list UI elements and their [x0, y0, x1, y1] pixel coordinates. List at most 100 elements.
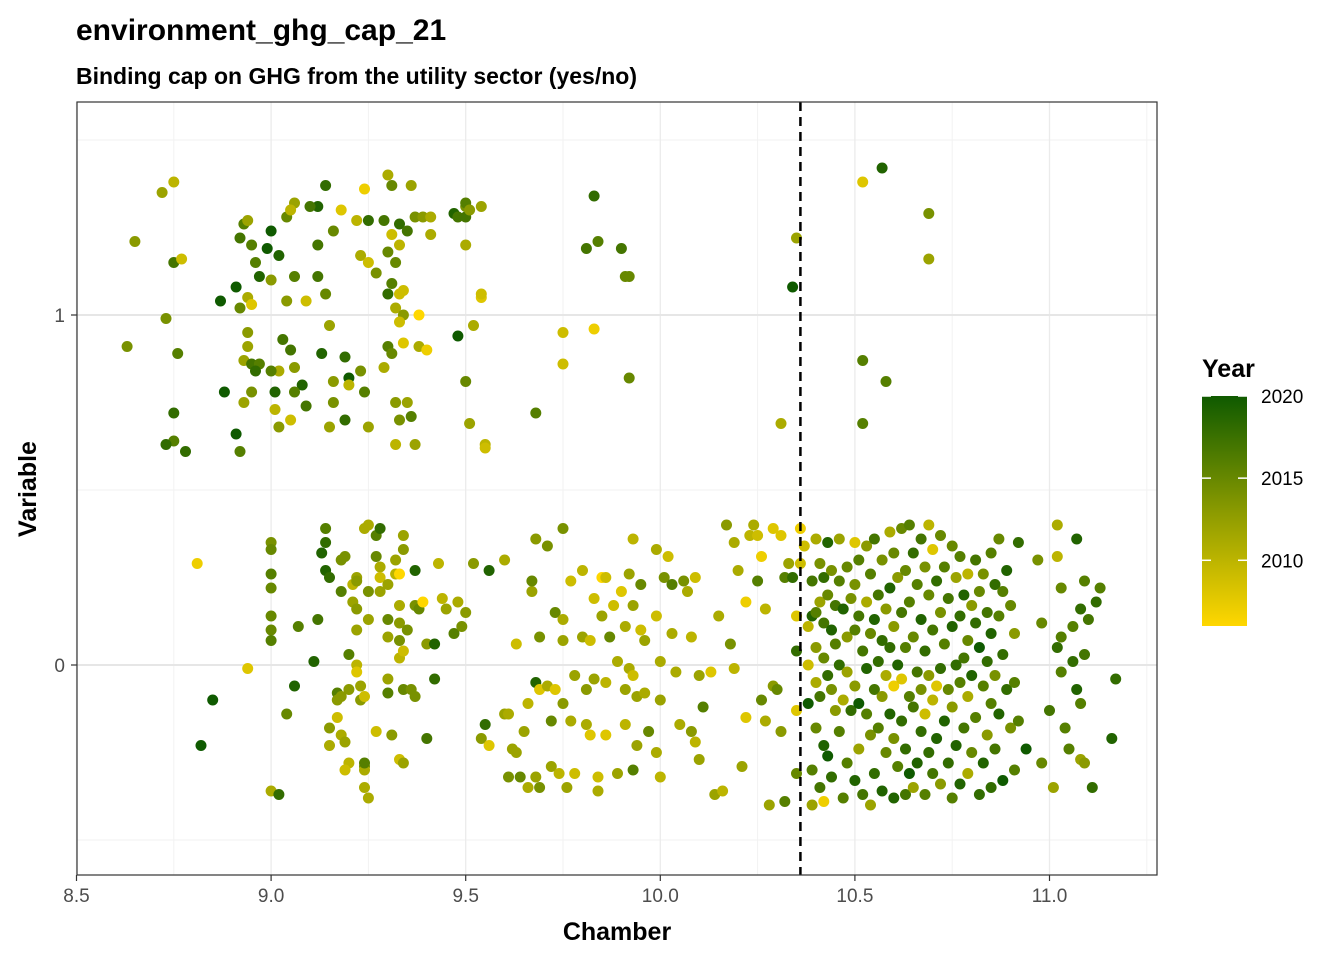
data-point [1055, 582, 1067, 594]
data-point [129, 236, 141, 247]
data-point [962, 635, 974, 646]
color-legend: Year 2010 2015 2020 [1202, 355, 1303, 626]
data-point [386, 729, 398, 741]
data-point [779, 572, 791, 583]
data-point [277, 334, 289, 345]
data-point [950, 572, 962, 583]
data-point [382, 288, 394, 300]
data-point [390, 257, 402, 268]
data-point [997, 775, 1009, 786]
data-point [464, 204, 476, 216]
data-point [938, 715, 950, 727]
x-tick-label: 8.5 [63, 886, 89, 907]
data-point [382, 631, 394, 643]
data-point [401, 624, 413, 636]
data-point [600, 729, 612, 741]
data-point [942, 757, 954, 769]
data-point [503, 771, 514, 783]
data-point [713, 610, 725, 622]
data-point [946, 792, 958, 804]
data-point [289, 271, 300, 282]
data-point [935, 607, 946, 618]
data-point [281, 708, 293, 720]
data-point [884, 708, 896, 720]
data-point [390, 302, 402, 314]
data-point [876, 635, 888, 646]
x-tick-label: 11.0 [1032, 886, 1068, 907]
data-point [837, 792, 849, 804]
data-point [1005, 722, 1017, 734]
data-point [265, 610, 277, 622]
data-point [234, 232, 246, 244]
data-point [973, 642, 985, 653]
data-point [946, 701, 958, 713]
data-point [822, 589, 834, 601]
data-point [460, 607, 472, 618]
data-point [191, 558, 203, 569]
data-point [394, 600, 405, 611]
data-point [526, 575, 538, 587]
data-point [1012, 537, 1024, 548]
data-point [355, 365, 367, 377]
data-point [468, 558, 479, 569]
data-point [787, 281, 799, 293]
data-point [927, 624, 939, 636]
data-point [985, 698, 997, 709]
data-point [273, 365, 285, 377]
data-point [530, 771, 542, 783]
data-point [853, 743, 865, 755]
data-point [343, 649, 355, 660]
data-point [320, 523, 332, 534]
data-point [565, 715, 577, 727]
data-point [900, 743, 911, 755]
data-point [324, 722, 335, 734]
data-point [942, 684, 954, 695]
data-point [394, 617, 405, 629]
data-point [234, 446, 246, 457]
data-point [503, 708, 514, 720]
data-point [285, 204, 297, 216]
data-point [985, 628, 997, 639]
data-point [658, 572, 670, 583]
data-point [394, 316, 405, 328]
data-point [362, 215, 374, 226]
data-point [903, 768, 915, 779]
data-point [1051, 551, 1063, 562]
data-point [639, 687, 651, 699]
data-point [888, 621, 900, 632]
data-point [970, 712, 982, 723]
data-point [674, 719, 686, 730]
data-point [954, 610, 966, 622]
data-point [289, 386, 300, 398]
data-point [339, 351, 351, 363]
data-point [394, 239, 405, 251]
data-point [327, 376, 339, 387]
data-point [359, 691, 370, 702]
data-point [833, 726, 845, 737]
data-point [903, 596, 915, 608]
data-point [775, 530, 787, 541]
data-point [829, 705, 841, 716]
data-point [966, 600, 978, 611]
data-point [324, 320, 335, 331]
data-point [880, 747, 892, 758]
data-point [308, 656, 320, 667]
data-point [818, 796, 830, 807]
data-point [837, 603, 849, 615]
data-point [448, 628, 460, 639]
data-point [635, 579, 647, 590]
data-point [880, 376, 892, 387]
data-point [285, 414, 297, 426]
data-point [580, 719, 592, 730]
data-point [826, 624, 837, 636]
plot-panel-border [76, 101, 1158, 876]
data-point [697, 701, 709, 713]
data-point [569, 768, 581, 779]
data-point [312, 271, 324, 282]
data-point [845, 593, 857, 604]
data-point [382, 673, 394, 685]
data-point [1051, 642, 1063, 653]
data-point [818, 617, 830, 629]
data-point [530, 407, 542, 419]
data-point [810, 607, 822, 618]
